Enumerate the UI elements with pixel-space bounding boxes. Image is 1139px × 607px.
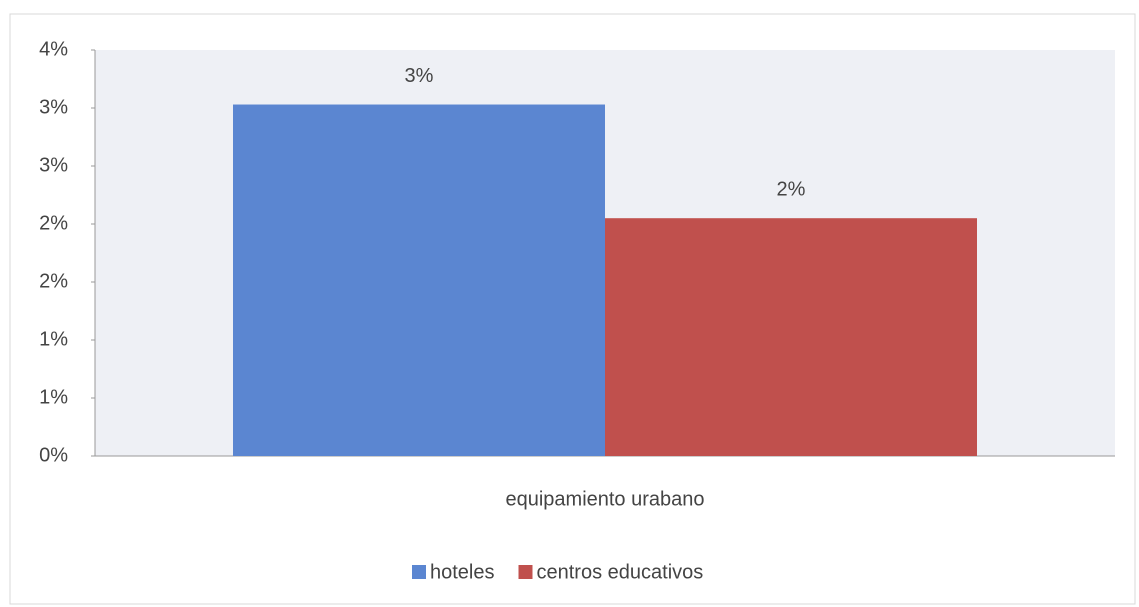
legend-label: hoteles	[430, 561, 495, 583]
data-label: 3%	[405, 65, 434, 87]
legend-label: centros educativos	[537, 561, 704, 583]
y-tick-label: 0%	[39, 444, 68, 466]
bar	[233, 104, 605, 457]
y-tick-label: 2%	[39, 270, 68, 292]
y-tick-label: 1%	[39, 386, 68, 408]
legend-swatch	[412, 565, 426, 579]
y-tick-label: 2%	[39, 212, 68, 234]
bar	[605, 218, 977, 456]
legend-swatch	[518, 565, 533, 579]
x-tick-label: equipamiento urabano	[505, 488, 704, 510]
y-tick-label: 3%	[39, 96, 68, 118]
data-label: 2%	[777, 178, 806, 200]
y-tick-label: 3%	[39, 154, 68, 176]
y-tick-label: 4%	[39, 38, 68, 60]
y-tick-label: 1%	[39, 328, 68, 350]
